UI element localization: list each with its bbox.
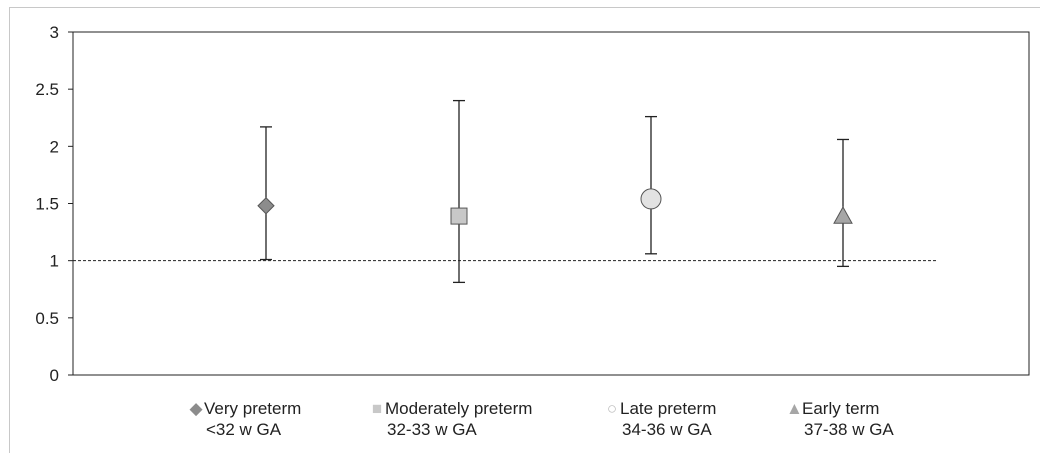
legend-label: Early term <box>802 399 880 418</box>
point-marker-diamond <box>257 197 275 215</box>
legend-item-very-preterm: ◆Very preterm <32 w GA <box>188 398 301 440</box>
y-axis-tick-label: 1.5 <box>35 195 59 214</box>
legend-item-early-term: ▲Early term 37-38 w GA <box>786 398 894 440</box>
legend-sublabel: 32-33 w GA <box>387 420 477 439</box>
chart-plot: 0 0.5 1 1.5 2 2.5 3 <box>35 23 1030 385</box>
legend-label: Moderately preterm <box>385 399 533 418</box>
y-axis-tick-label: 0 <box>50 366 59 385</box>
y-axis-tick-label: 2 <box>50 137 59 156</box>
point-marker-triangle <box>833 206 853 224</box>
square-marker-icon: ■ <box>371 399 383 418</box>
legend-sublabel: 34-36 w GA <box>622 420 712 439</box>
legend-sublabel: <32 w GA <box>206 420 282 439</box>
triangle-marker-icon: ▲ <box>786 399 803 418</box>
legend-label: Very preterm <box>204 399 302 418</box>
legend-item-moderately-preterm: ■ Moderately preterm 32-33 w GA <box>369 398 533 440</box>
chart-legend: ◆Very preterm <32 w GA ■ Moderately prete… <box>0 398 1048 448</box>
legend-item-late-preterm: ○ Late preterm 34-36 w GA <box>604 398 717 440</box>
legend-sublabel: 37-38 w GA <box>804 420 894 439</box>
y-axis-tick-label: 1 <box>50 252 59 271</box>
y-axis-tick-label: 0.5 <box>35 309 59 328</box>
circle-marker-icon: ○ <box>606 399 618 418</box>
y-axis-tick-label: 3 <box>50 23 59 42</box>
point-marker-circle <box>640 188 662 210</box>
y-axis-tick-label: 2.5 <box>35 80 59 99</box>
legend-label: Late preterm <box>620 399 717 418</box>
point-marker-square <box>450 207 468 225</box>
chart-frame <box>9 7 1040 453</box>
plot-area-border <box>72 31 1030 376</box>
diamond-marker-icon: ◆ <box>189 399 203 418</box>
